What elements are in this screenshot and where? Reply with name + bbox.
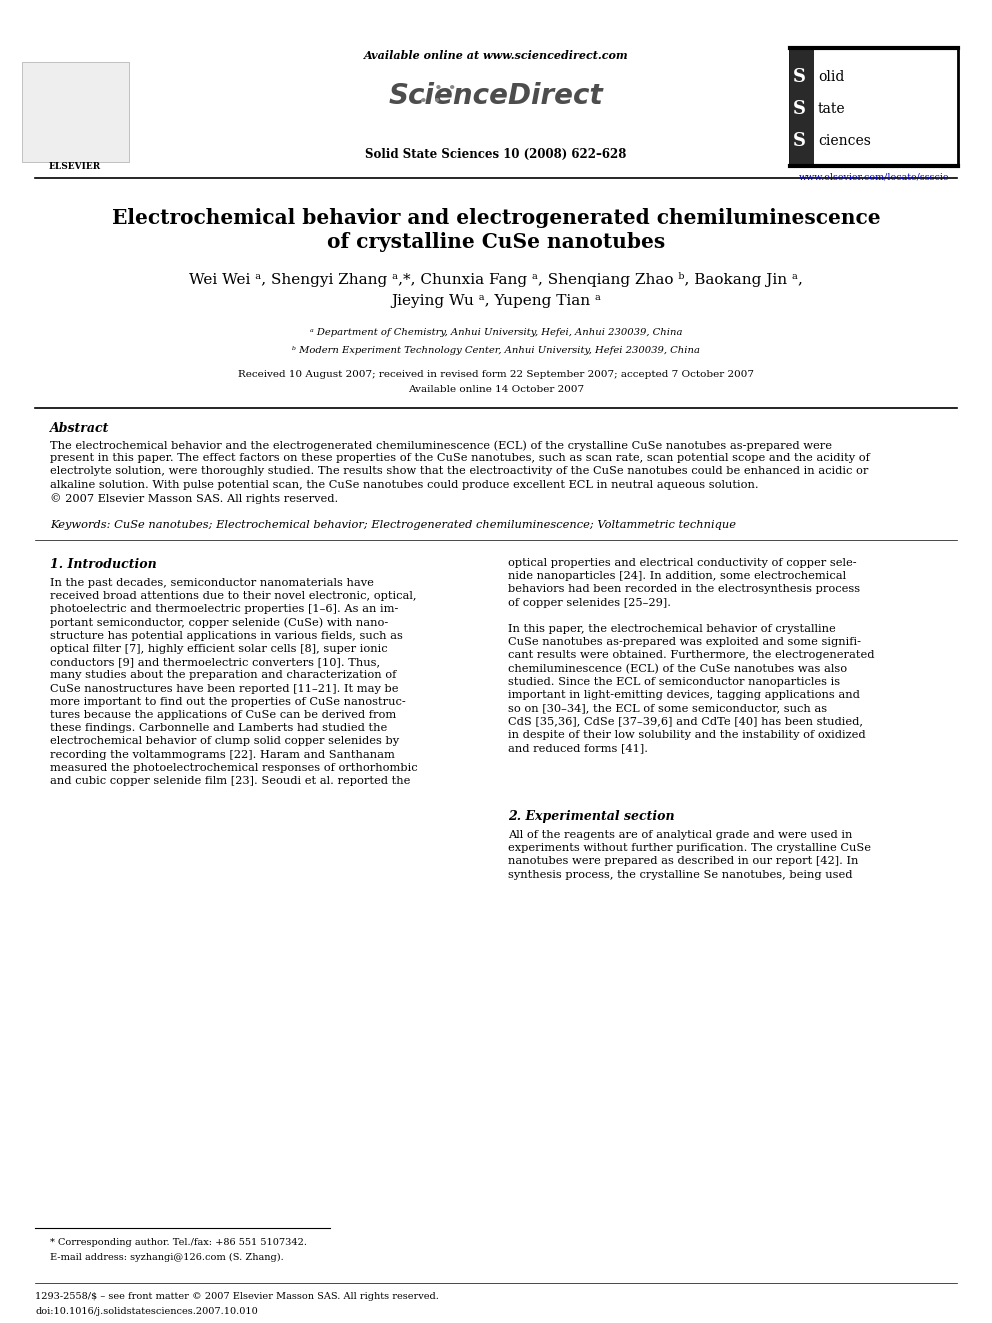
Text: © 2007 Elsevier Masson SAS. All rights reserved.: © 2007 Elsevier Masson SAS. All rights r… bbox=[50, 492, 338, 504]
Text: Keywords: CuSe nanotubes; Electrochemical behavior; Electrogenerated chemilumine: Keywords: CuSe nanotubes; Electrochemica… bbox=[50, 520, 736, 531]
Text: electrochemical behavior of clump solid copper selenides by: electrochemical behavior of clump solid … bbox=[50, 737, 399, 746]
Text: Wei Wei ᵃ, Shengyi Zhang ᵃ,*, Chunxia Fang ᵃ, Shenqiang Zhao ᵇ, Baokang Jin ᵃ,: Wei Wei ᵃ, Shengyi Zhang ᵃ,*, Chunxia Fa… bbox=[189, 273, 803, 287]
Text: CdS [35,36], CdSe [37–39,6] and CdTe [40] has been studied,: CdS [35,36], CdSe [37–39,6] and CdTe [40… bbox=[508, 716, 863, 726]
Text: and cubic copper selenide film [23]. Seoudi et al. reported the: and cubic copper selenide film [23]. Seo… bbox=[50, 777, 411, 786]
Text: ScienceDirect: ScienceDirect bbox=[389, 82, 603, 110]
Text: All of the reagents are of analytical grade and were used in: All of the reagents are of analytical gr… bbox=[508, 830, 852, 840]
Text: photoelectric and thermoelectric properties [1–6]. As an im-: photoelectric and thermoelectric propert… bbox=[50, 605, 399, 614]
Text: www.elsevier.com/locate/ssscie: www.elsevier.com/locate/ssscie bbox=[799, 172, 949, 181]
Text: The electrochemical behavior and the electrogenerated chemiluminescence (ECL) of: The electrochemical behavior and the ele… bbox=[50, 441, 832, 451]
Text: Electrochemical behavior and electrogenerated chemiluminescence: Electrochemical behavior and electrogene… bbox=[112, 208, 880, 228]
Text: 1293-2558/$ – see front matter © 2007 Elsevier Masson SAS. All rights reserved.: 1293-2558/$ – see front matter © 2007 El… bbox=[35, 1293, 438, 1301]
Text: of crystalline CuSe nanotubes: of crystalline CuSe nanotubes bbox=[327, 232, 665, 251]
Text: ᵇ Modern Experiment Technology Center, Anhui University, Hefei 230039, China: ᵇ Modern Experiment Technology Center, A… bbox=[292, 347, 700, 355]
Text: ELSEVIER: ELSEVIER bbox=[49, 161, 101, 171]
Text: measured the photoelectrochemical responses of orthorhombic: measured the photoelectrochemical respon… bbox=[50, 763, 418, 773]
Text: nanotubes were prepared as described in our report [42]. In: nanotubes were prepared as described in … bbox=[508, 856, 858, 867]
Text: ᵃ Department of Chemistry, Anhui University, Hefei, Anhui 230039, China: ᵃ Department of Chemistry, Anhui Univers… bbox=[310, 328, 682, 337]
Text: studied. Since the ECL of semiconductor nanoparticles is: studied. Since the ECL of semiconductor … bbox=[508, 677, 840, 687]
Text: S: S bbox=[793, 101, 806, 118]
Text: of copper selenides [25–29].: of copper selenides [25–29]. bbox=[508, 598, 671, 607]
Text: S: S bbox=[793, 67, 806, 86]
Text: S: S bbox=[793, 132, 806, 149]
Text: • •: • • bbox=[419, 95, 441, 108]
Text: Available online 14 October 2007: Available online 14 October 2007 bbox=[408, 385, 584, 394]
Text: and reduced forms [41].: and reduced forms [41]. bbox=[508, 742, 648, 753]
Text: nide nanoparticles [24]. In addition, some electrochemical: nide nanoparticles [24]. In addition, so… bbox=[508, 572, 846, 581]
Text: present in this paper. The effect factors on these properties of the CuSe nanotu: present in this paper. The effect factor… bbox=[50, 454, 870, 463]
Text: important in light-emitting devices, tagging applications and: important in light-emitting devices, tag… bbox=[508, 691, 860, 700]
Text: cant results were obtained. Furthermore, the electrogenerated: cant results were obtained. Furthermore,… bbox=[508, 651, 875, 660]
Text: E-mail address: syzhangi@126.com (S. Zhang).: E-mail address: syzhangi@126.com (S. Zha… bbox=[50, 1253, 284, 1262]
Text: Jieying Wu ᵃ, Yupeng Tian ᵃ: Jieying Wu ᵃ, Yupeng Tian ᵃ bbox=[391, 294, 601, 308]
Text: portant semiconductor, copper selenide (CuSe) with nano-: portant semiconductor, copper selenide (… bbox=[50, 618, 388, 628]
Text: 2. Experimental section: 2. Experimental section bbox=[508, 810, 675, 823]
Text: ciences: ciences bbox=[818, 134, 871, 148]
Text: so on [30–34], the ECL of some semiconductor, such as: so on [30–34], the ECL of some semicondu… bbox=[508, 704, 827, 713]
Text: recording the voltammograms [22]. Haram and Santhanam: recording the voltammograms [22]. Haram … bbox=[50, 750, 395, 759]
Text: many studies about the preparation and characterization of: many studies about the preparation and c… bbox=[50, 671, 397, 680]
Text: tures because the applications of CuSe can be derived from: tures because the applications of CuSe c… bbox=[50, 710, 396, 720]
Text: Available online at www.sciencedirect.com: Available online at www.sciencedirect.co… bbox=[364, 50, 628, 61]
Text: these findings. Carbonnelle and Lamberts had studied the: these findings. Carbonnelle and Lamberts… bbox=[50, 724, 387, 733]
Text: Abstract: Abstract bbox=[50, 422, 109, 435]
Bar bbox=[790, 48, 814, 165]
Text: optical filter [7], highly efficient solar cells [8], super ionic: optical filter [7], highly efficient sol… bbox=[50, 644, 388, 654]
Text: Solid State Sciences 10 (2008) 622–628: Solid State Sciences 10 (2008) 622–628 bbox=[365, 148, 627, 161]
Text: conductors [9] and thermoelectric converters [10]. Thus,: conductors [9] and thermoelectric conver… bbox=[50, 658, 380, 667]
Text: received broad attentions due to their novel electronic, optical,: received broad attentions due to their n… bbox=[50, 591, 417, 601]
Text: 1. Introduction: 1. Introduction bbox=[50, 558, 157, 572]
Text: more important to find out the properties of CuSe nanostruc-: more important to find out the propertie… bbox=[50, 697, 406, 706]
Text: synthesis process, the crystalline Se nanotubes, being used: synthesis process, the crystalline Se na… bbox=[508, 869, 852, 880]
Bar bbox=[22, 62, 129, 161]
Text: • •: • • bbox=[434, 82, 456, 97]
Text: tate: tate bbox=[818, 102, 845, 116]
Text: Received 10 August 2007; received in revised form 22 September 2007; accepted 7 : Received 10 August 2007; received in rev… bbox=[238, 370, 754, 378]
Text: CuSe nanotubes as-prepared was exploited and some signifi-: CuSe nanotubes as-prepared was exploited… bbox=[508, 638, 861, 647]
Text: In this paper, the electrochemical behavior of crystalline: In this paper, the electrochemical behav… bbox=[508, 624, 835, 634]
Text: in despite of their low solubility and the instability of oxidized: in despite of their low solubility and t… bbox=[508, 729, 866, 740]
Text: electrolyte solution, were thoroughly studied. The results show that the electro: electrolyte solution, were thoroughly st… bbox=[50, 467, 868, 476]
Text: CuSe nanostructures have been reported [11–21]. It may be: CuSe nanostructures have been reported [… bbox=[50, 684, 399, 693]
Text: doi:10.1016/j.solidstatesciences.2007.10.010: doi:10.1016/j.solidstatesciences.2007.10… bbox=[35, 1307, 258, 1316]
Text: In the past decades, semiconductor nanomaterials have: In the past decades, semiconductor nanom… bbox=[50, 578, 374, 587]
Bar bbox=[790, 48, 958, 165]
Text: * Corresponding author. Tel./fax: +86 551 5107342.: * Corresponding author. Tel./fax: +86 55… bbox=[50, 1238, 307, 1248]
Text: optical properties and electrical conductivity of copper sele-: optical properties and electrical conduc… bbox=[508, 558, 857, 568]
Text: chemiluminescence (ECL) of the CuSe nanotubes was also: chemiluminescence (ECL) of the CuSe nano… bbox=[508, 664, 847, 673]
Text: behaviors had been recorded in the electrosynthesis process: behaviors had been recorded in the elect… bbox=[508, 585, 860, 594]
Text: alkaline solution. With pulse potential scan, the CuSe nanotubes could produce e: alkaline solution. With pulse potential … bbox=[50, 480, 759, 490]
Text: experiments without further purification. The crystalline CuSe: experiments without further purification… bbox=[508, 843, 871, 853]
Text: olid: olid bbox=[818, 70, 844, 83]
Text: structure has potential applications in various fields, such as: structure has potential applications in … bbox=[50, 631, 403, 640]
